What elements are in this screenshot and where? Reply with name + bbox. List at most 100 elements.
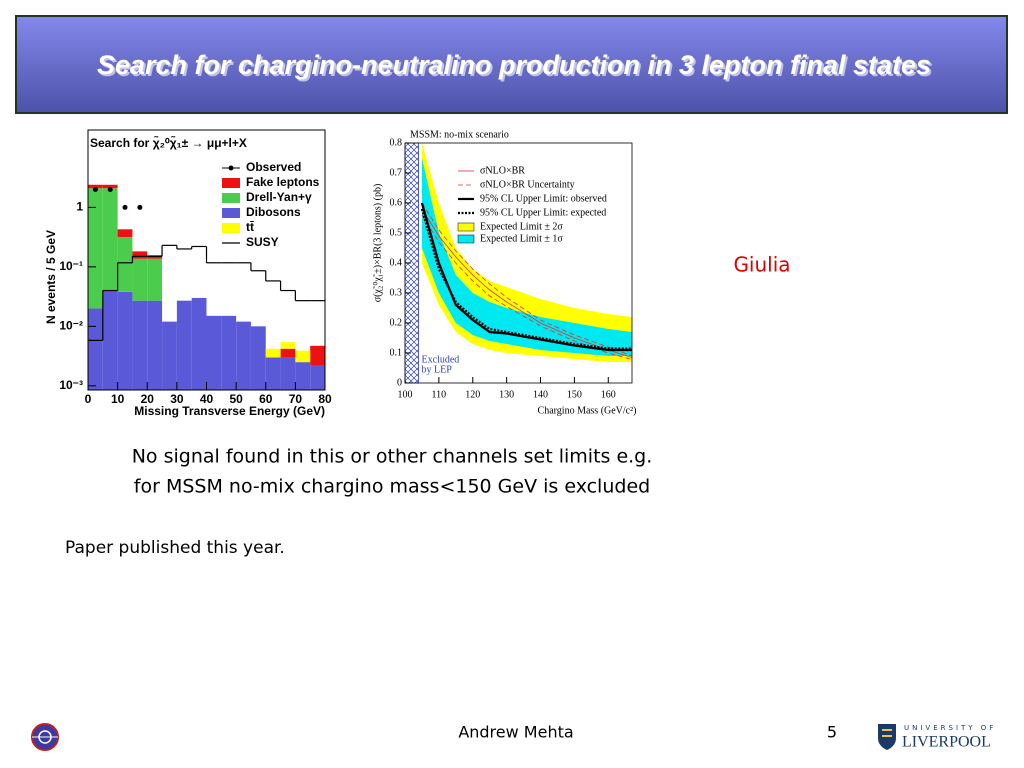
legend-label: SUSY [246,235,279,249]
bar [206,315,222,390]
x-tick-label: 150 [567,389,582,400]
bar [250,326,266,390]
legend-label: σNLO×BR Uncertainty [480,179,575,190]
bar [88,308,103,390]
bar [310,365,325,390]
bar [102,184,118,189]
bar [117,236,133,292]
bar [176,300,192,390]
y-tick-label: 0.6 [390,197,403,208]
observed-point [122,204,128,210]
y-tick-label: 10⁻³ [59,378,83,392]
bar [88,188,103,309]
bar [265,348,281,358]
bar [88,184,103,189]
bar [280,357,296,390]
legend-label: Drell-Yan+γ [246,190,312,204]
legend-label: 95% CL Upper Limit: observed [480,193,607,204]
legend-swatch [222,223,240,233]
bar [147,258,163,301]
chart-title: MSSM: no-mix scenario [410,129,509,140]
legend-label: tt̄ [246,220,254,234]
x-tick-label: 20 [141,392,155,406]
y-tick-label: 0.3 [390,287,403,298]
legend-label: 95% CL Upper Limit: expected [480,207,606,218]
y-tick-label: 10⁻¹ [59,259,83,273]
y-tick-label: 0.7 [390,167,403,178]
body-line: for MSSM no-mix chargino mass<150 GeV is… [134,476,650,498]
page-number: 5 [827,723,837,742]
x-tick-label: 130 [499,389,514,400]
legend-swatch [457,222,475,232]
excluded-label: by LEP [422,364,453,375]
liverpool-logo: UNIVERSITY OF LIVERPOOL [878,724,996,751]
observed-point [107,186,113,192]
bar [236,321,251,390]
y-tick-label: 0.4 [390,257,403,268]
legend-label: Dibosons [246,205,301,219]
x-tick-label: 50 [229,392,243,406]
y-tick-label: 0.8 [390,137,403,148]
bar [132,251,148,259]
chart-title: Search for χ̃₂⁰χ̃₁± → μμ+l+X [90,135,247,150]
plot-area [420,143,632,362]
x-tick-label: 70 [289,392,303,406]
logo-text: LIVERPOOL [902,734,991,751]
bar [102,290,118,390]
bar [310,345,325,366]
y-tick-label: 10⁻² [59,318,83,332]
legend-swatch [222,178,240,188]
legend-label: σNLO×BR [480,165,525,176]
bar [265,357,281,390]
limit-band [421,158,632,356]
x-tick-label: 140 [533,389,548,400]
body-line: No signal found in this or other channel… [132,446,653,468]
x-tick-label: 10 [111,392,125,406]
legend-swatch [222,193,240,203]
y-tick-label: 0 [397,377,402,388]
x-tick-label: 120 [465,389,480,400]
y-tick-label: 1 [76,200,83,214]
x-axis-label: Chargino Mass (GeV/c²) [538,405,637,416]
bar [295,362,311,390]
x-tick-label: 30 [170,392,184,406]
legend-swatch [228,165,234,171]
bar [295,350,311,363]
y-tick-label: 0.1 [390,347,403,358]
legend-swatch [457,234,475,244]
bar [147,300,163,390]
x-tick-label: 110 [432,389,447,400]
bar [102,188,118,291]
series-line [421,208,632,358]
excluded-label: Excluded [422,354,460,365]
x-tick-label: 100 [398,389,413,400]
left-logo [31,723,59,751]
x-tick-label: 0 [85,392,92,406]
bar [191,297,207,390]
legend-label: Expected Limit ± 1σ [480,233,563,244]
legend-label: Expected Limit ± 2σ [480,221,563,232]
slide-title: Search for chargino-neutralino productio… [97,50,931,80]
paper-note: Paper published this year. [65,538,285,558]
y-axis-label: σ(χ̃₂⁰χ̃₁±)×BR(3 leptons) (pb) [372,184,383,303]
bar [132,258,148,301]
legend-label: Observed [246,160,301,174]
observed-point [137,204,143,210]
legend-label: Fake leptons [246,175,320,189]
bar [280,348,296,358]
x-tick-label: 80 [318,392,332,406]
title-shadow: Search for chargino-neutralino productio… [99,52,933,82]
y-axis-label: N events / 5 GeV [44,230,58,324]
bar [117,229,133,237]
bar [117,291,133,390]
note: Giulia [733,253,790,277]
bar [221,315,237,390]
y-tick-label: 0.5 [390,227,403,238]
x-tick-label: 40 [200,392,214,406]
series-line [420,208,632,350]
bar [132,300,148,390]
logo-text: UNIVERSITY OF [904,724,996,732]
